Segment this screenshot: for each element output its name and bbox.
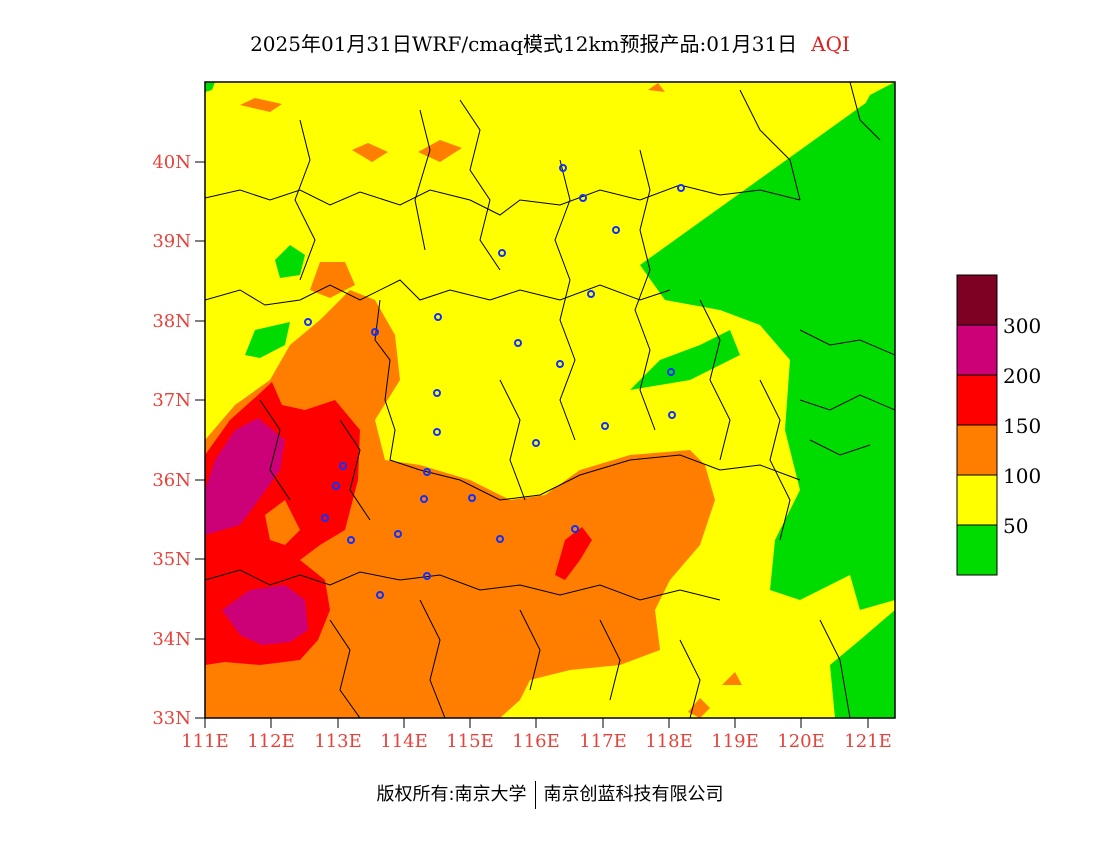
product-label: AQI	[811, 32, 850, 56]
lat-label: 37N	[152, 390, 191, 411]
lon-label: 120E	[777, 731, 825, 752]
lon-label: 119E	[711, 731, 759, 752]
lon-labels: 111E 112E 113E 114E 115E 116E 117E 118E …	[181, 731, 892, 752]
credit-divider	[534, 781, 536, 809]
city-markers	[304, 164, 685, 599]
legend-colorbar	[956, 274, 998, 576]
legend-label: 50	[1003, 514, 1028, 538]
legend-labels: 50 100 150 200 300	[1003, 314, 1041, 538]
map-title: 2025年01月31日WRF/cmaq模式12km预报产品:01月31日 AQI	[0, 28, 1100, 57]
lat-label: 40N	[152, 152, 191, 173]
legend-swatch-51-100	[956, 474, 998, 526]
magenta-region	[205, 418, 285, 535]
legend-swatch-151-200	[956, 374, 998, 426]
legend-label: 200	[1003, 364, 1041, 388]
lon-label: 115E	[446, 731, 494, 752]
lon-label: 112E	[247, 731, 295, 752]
credit-right: 南京创蓝科技有限公司	[543, 784, 724, 805]
title-text: 2025年01月31日WRF/cmaq模式12km预报产品:01月31日	[250, 32, 798, 56]
lat-label: 35N	[152, 549, 191, 570]
lat-label: 38N	[152, 311, 191, 332]
legend-label: 300	[1003, 314, 1041, 338]
legend-swatch-101-150	[956, 424, 998, 476]
credit-left: 版权所有:南京大学	[376, 784, 527, 805]
lon-label: 114E	[380, 731, 428, 752]
lat-label: 36N	[152, 470, 191, 491]
lat-label: 33N	[152, 708, 191, 729]
lon-label: 117E	[579, 731, 627, 752]
legend-label: 150	[1003, 414, 1041, 438]
lon-label: 113E	[314, 731, 362, 752]
lon-ticks	[204, 718, 869, 728]
lon-label: 121E	[844, 731, 892, 752]
credit-line: 版权所有:南京大学 南京创蓝科技有限公司	[0, 780, 1100, 809]
lat-label: 34N	[152, 629, 191, 650]
lon-label: 111E	[181, 731, 229, 752]
boundary-lines	[205, 82, 895, 718]
lon-label: 116E	[512, 731, 560, 752]
lat-ticks	[195, 161, 205, 719]
lat-label: 39N	[152, 231, 191, 252]
legend-swatch-201-300	[956, 324, 998, 376]
legend-swatch-over-300	[956, 274, 998, 326]
lon-label: 118E	[645, 731, 693, 752]
legend-swatch-0-50	[956, 524, 998, 576]
lat-labels: 40N 39N 38N 37N 36N 35N 34N 33N	[152, 152, 191, 729]
map-fill-layer	[205, 82, 895, 718]
orange-region	[205, 290, 715, 718]
legend-label: 100	[1003, 464, 1041, 488]
